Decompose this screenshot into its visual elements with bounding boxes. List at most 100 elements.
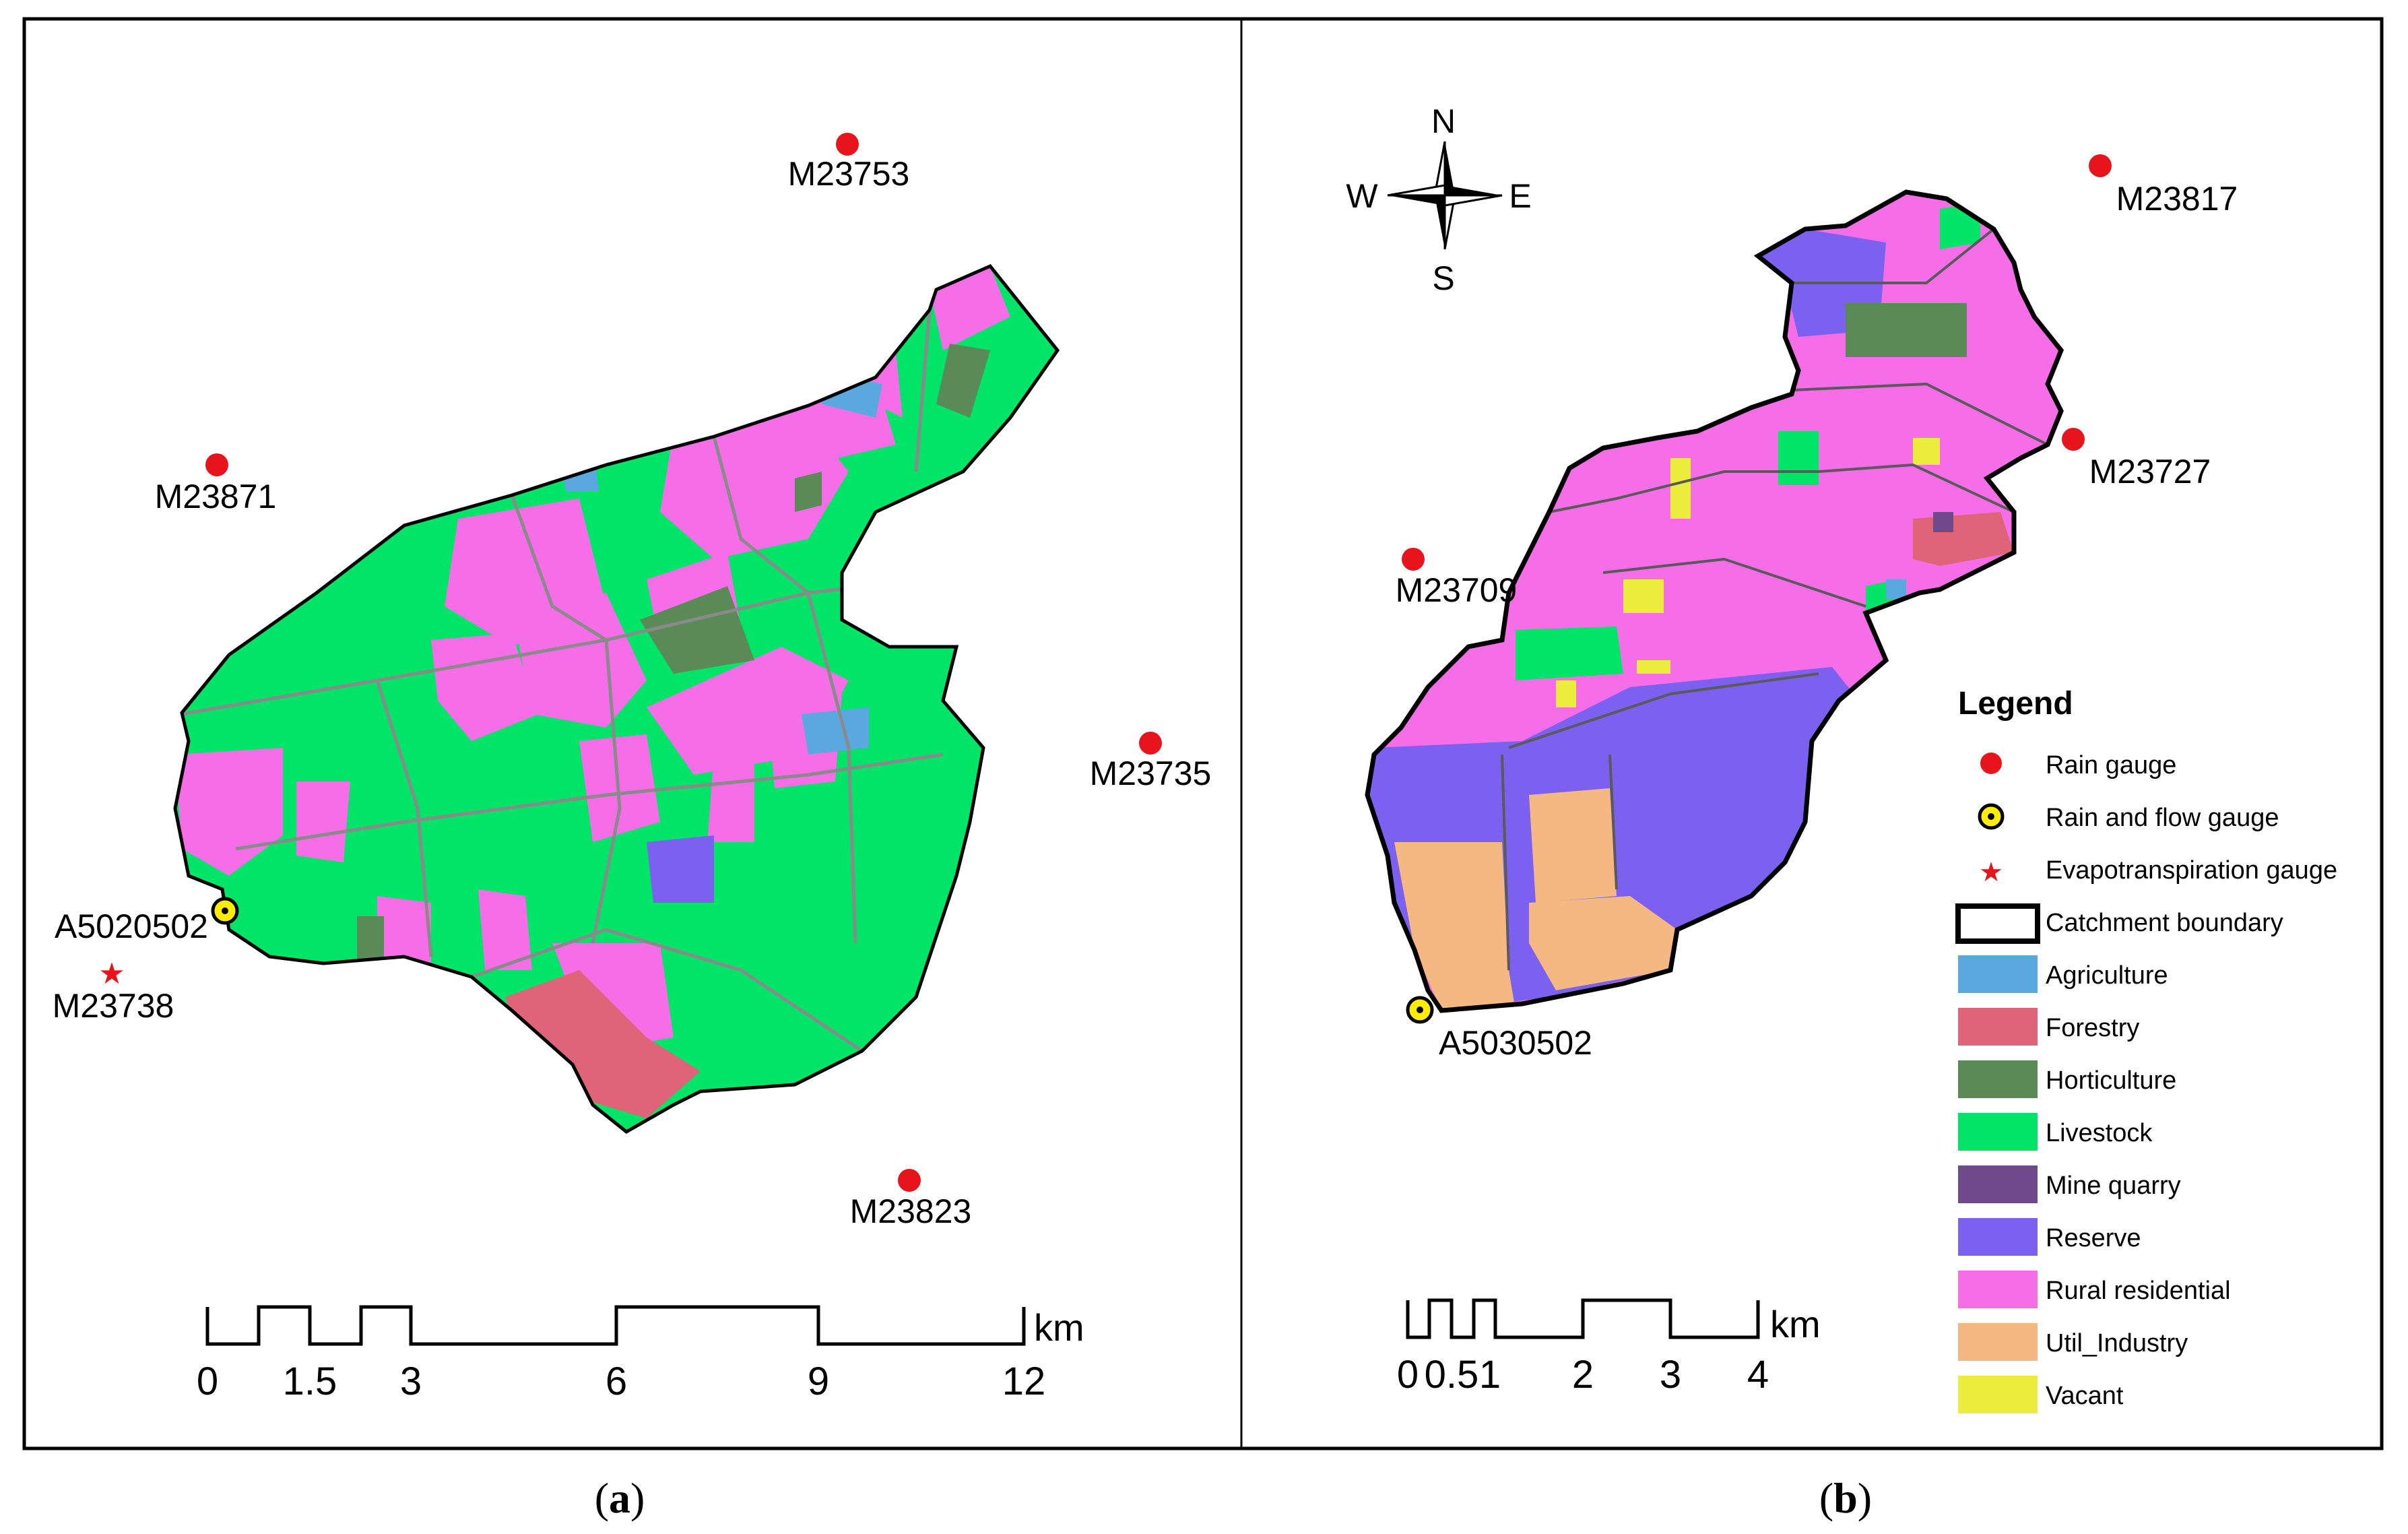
legend-swatch xyxy=(1958,1376,2038,1413)
landuse-livestock-b xyxy=(1516,627,1623,680)
legend-item-label: Mine quarry xyxy=(2046,1172,2181,1200)
rain-gauge-icon xyxy=(836,133,859,156)
legend-item-label: Livestock xyxy=(2046,1119,2153,1147)
legend-landuse-classes: Agriculture Forestry Horticulture Livestock… xyxy=(1958,955,2231,1413)
legend-item-label: Util_Industry xyxy=(2046,1329,2188,1357)
gauge-label: M23738 xyxy=(53,987,174,1025)
legend: Legend Rain gauge Rain and flow gauge ★ … xyxy=(1955,686,2337,1413)
scale-tick-label: 0.5 xyxy=(1425,1353,1479,1397)
legend-swatch xyxy=(1958,1271,2038,1308)
landuse-vacant-b xyxy=(1623,579,1664,613)
landuse-rural-residential-a xyxy=(377,896,431,963)
scale-unit: km xyxy=(1034,1306,1084,1349)
scale-tick-label: 6 xyxy=(606,1360,627,1403)
north-arrow-icon xyxy=(1445,185,1502,195)
panel-b-letter: b xyxy=(1833,1474,1858,1522)
catchment-boundary-swatch xyxy=(1955,903,2040,944)
gauge-label: A5020502 xyxy=(55,907,208,945)
flow-gauge-a5020502: A5020502 xyxy=(55,897,239,945)
scale-tick-label: 4 xyxy=(1747,1353,1769,1397)
legend-item-label: Rural residential xyxy=(2046,1277,2231,1305)
landuse-horticulture-a xyxy=(357,916,384,963)
legend-swatch xyxy=(1958,1165,2038,1203)
landuse-horticulture-a xyxy=(640,586,754,674)
scale-tick-label: 12 xyxy=(1002,1360,1046,1403)
gauge-label: M23817 xyxy=(2116,180,2238,218)
panel-a-caption: (a) xyxy=(595,1474,645,1522)
gauge-label: M23823 xyxy=(850,1192,972,1230)
rain-gauge-icon xyxy=(2062,428,2085,451)
scale-tick-label: 1 xyxy=(1479,1353,1501,1397)
rain-gauge-m23753: M23753 xyxy=(788,133,909,193)
gauge-label: M23871 xyxy=(155,478,277,515)
landuse-vacant-b xyxy=(1670,458,1691,519)
flow-gauge-a5030502: A5030502 xyxy=(1406,996,1592,1062)
gauge-label: M23735 xyxy=(1090,755,1212,792)
rain-gauge-m23709: M23709 xyxy=(1396,548,1518,609)
landuse-agriculture-b xyxy=(1886,579,1906,600)
legend-swatch xyxy=(1958,1060,2038,1098)
legend-swatch xyxy=(1958,1113,2038,1151)
landuse-reserve-a xyxy=(647,835,714,903)
gauge-label: M23709 xyxy=(1396,571,1518,609)
north-arrow: N S W E xyxy=(1346,102,1531,297)
landuse-rural-residential-a xyxy=(930,266,1010,350)
evap-star-icon: ★ xyxy=(1979,858,2003,887)
scale-bar-a xyxy=(205,1305,1026,1346)
flow-gauge-icon-dot xyxy=(222,907,228,914)
panel-a-letter: a xyxy=(609,1474,630,1522)
legend-item-label: Horticulture xyxy=(2046,1066,2176,1095)
rain-gauge-icon xyxy=(205,453,228,476)
scale-unit: km xyxy=(1770,1303,1821,1345)
landuse-vacant-b xyxy=(1556,680,1576,707)
rain-gauge-m23727: M23727 xyxy=(2062,428,2211,490)
legend-item-label: Rain and flow gauge xyxy=(2046,804,2279,832)
rain-gauge-m23823: M23823 xyxy=(850,1169,972,1230)
north-arrow-icon xyxy=(1388,195,1445,205)
rain-gauge-icon xyxy=(1402,548,1425,571)
rain-gauge-m23871: M23871 xyxy=(155,453,277,515)
scale-bar-a-labels: 0 1.5 3 6 9 12 km xyxy=(197,1306,1084,1403)
rain-gauge-icon xyxy=(1980,753,2002,774)
scale-tick-label: 1.5 xyxy=(283,1360,337,1403)
east-label: E xyxy=(1509,177,1531,215)
landuse-horticulture-a xyxy=(795,472,822,512)
landuse-rural-residential-a xyxy=(175,748,283,876)
landuse-vacant-b xyxy=(1913,438,1940,465)
panel-b-caption: (b) xyxy=(1819,1474,1872,1522)
scale-tick-label: 0 xyxy=(197,1360,218,1403)
north-arrow-icon xyxy=(1445,141,1455,195)
landuse-forestry-a xyxy=(505,970,701,1118)
scale-tick-label: 3 xyxy=(400,1360,422,1403)
catchment-boundary-a xyxy=(173,263,1060,1134)
scale-tick-label: 3 xyxy=(1660,1353,1681,1397)
legend-swatch xyxy=(1958,955,2038,993)
scale-tick-label: 0 xyxy=(1397,1353,1419,1397)
evap-star-icon: ★ xyxy=(98,957,125,990)
legend-title: Legend xyxy=(1958,686,2073,722)
legend-swatch xyxy=(1958,1218,2038,1256)
gauge-label: A5030502 xyxy=(1439,1024,1592,1062)
scale-tick-label: 2 xyxy=(1572,1353,1594,1397)
rain-gauge-icon xyxy=(898,1169,921,1192)
scale-bar-b-labels: 0 0.5 1 2 3 4 km xyxy=(1397,1303,1821,1397)
landuse-agriculture-a xyxy=(802,707,869,755)
scale-tick-label: 9 xyxy=(808,1360,829,1403)
legend-item-label: Catchment boundary xyxy=(2046,909,2283,937)
rain-gauge-icon xyxy=(1139,732,1162,755)
landuse-rural-residential-a xyxy=(707,755,754,842)
landuse-livestock-b xyxy=(1778,431,1819,485)
catchment-boundary-b xyxy=(1365,189,2064,1013)
landuse-vacant-b xyxy=(1637,660,1670,674)
rain-gauge-m23817: M23817 xyxy=(2089,154,2238,218)
flow-gauge-icon-dot xyxy=(1417,1006,1423,1013)
legend-swatch xyxy=(1958,1008,2038,1046)
legend-item-label: Rain gauge xyxy=(2046,751,2176,779)
north-label: N xyxy=(1431,102,1456,140)
legend-item-label: Vacant xyxy=(2046,1382,2124,1410)
scale-bar-b xyxy=(1406,1298,1760,1339)
flow-gauge-icon-dot xyxy=(1988,813,1994,820)
landuse-rural-residential-a xyxy=(431,633,539,741)
legend-item-label: Reserve xyxy=(2046,1224,2141,1252)
landuse-horticulture-b xyxy=(1846,303,1967,357)
